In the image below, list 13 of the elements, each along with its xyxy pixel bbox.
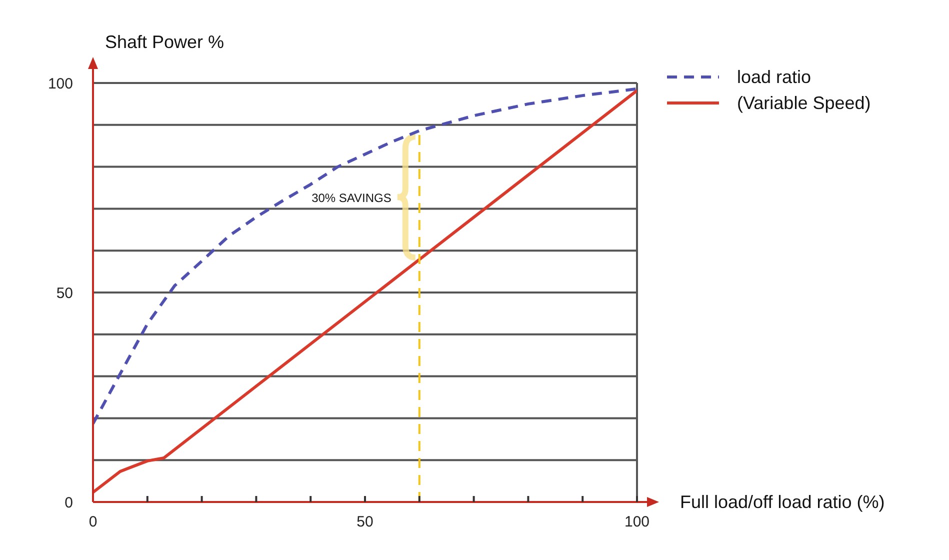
y-tick-label: 0: [64, 494, 73, 512]
x-tick-label: 0: [88, 514, 98, 531]
y-tick-label: 100: [48, 75, 73, 92]
annotation: 30% SAVINGS: [312, 191, 392, 206]
x-tick-label: 50: [356, 514, 374, 531]
line-series: [93, 89, 637, 494]
y-axis-title: Shaft Power %: [105, 32, 224, 52]
y-tick-label: 50: [56, 284, 73, 302]
x-axis-title: Full load/off load ratio (%): [680, 492, 885, 512]
line-series: [93, 87, 637, 426]
legend-label: (Variable Speed): [737, 93, 871, 113]
legend-label: load ratio: [737, 67, 812, 87]
x-tick-label: 100: [624, 514, 650, 531]
